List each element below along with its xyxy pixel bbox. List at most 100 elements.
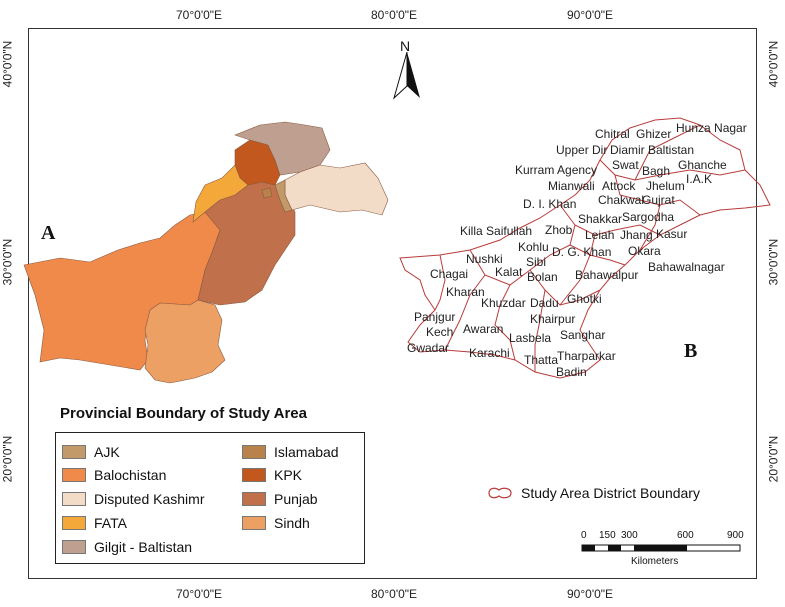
legend-swatch: [242, 516, 266, 530]
district-label: Jhang: [620, 228, 653, 242]
legend-item-kpk: KPK: [242, 467, 302, 483]
boundary-outline-icon: [488, 487, 512, 499]
region-ajk: [274, 179, 293, 213]
legend-title: Provincial Boundary of Study Area: [60, 405, 307, 422]
district-label: Thatta: [524, 353, 559, 367]
district-label: Attock: [602, 179, 636, 193]
bottom-tick-80e: 80°0'0"E: [371, 587, 418, 601]
legend-item-gilgit-baltistan: Gilgit - Baltistan: [62, 539, 192, 555]
district-label: Bolan: [527, 270, 558, 284]
district-label: Swat: [612, 158, 639, 172]
district-label: Jhelum: [646, 179, 685, 193]
district-label: Chitral: [595, 127, 630, 141]
district-label: D. G. Khan: [552, 245, 612, 259]
top-tick-90e: 90°0'0"E: [567, 8, 614, 22]
district-label: Tharparkar: [557, 349, 616, 363]
district-label: I.A.K: [686, 172, 713, 186]
top-tick-80e: 80°0'0"E: [371, 8, 418, 22]
legend-item-punjab: Punjab: [242, 491, 318, 507]
legend-swatch: [62, 445, 86, 459]
district-label: Okara: [628, 244, 661, 258]
map-frame: [28, 28, 757, 579]
district-label: Karachi: [469, 346, 510, 360]
legend-item-fata: FATA: [62, 515, 127, 531]
legend-item-disputed-kashmir: Disputed Kashimr: [62, 491, 205, 507]
district-label: Ghanche: [678, 158, 727, 172]
district-label: Shakkar: [578, 212, 623, 226]
district-label: Bahawalpur: [575, 268, 639, 282]
region-sindh: [144, 299, 226, 384]
legend-swatch: [62, 516, 86, 530]
district-label: Badin: [556, 365, 587, 379]
legend-label: Sindh: [274, 515, 310, 531]
legend-swatch: [62, 540, 86, 554]
legend-item-islamabad: Islamabad: [242, 444, 339, 460]
district-label: Ghizer: [636, 127, 672, 141]
scale-unit-label: Kilometers: [631, 556, 679, 567]
legend-label: FATA: [94, 515, 127, 531]
north-label: N: [400, 38, 411, 54]
legend-label: Balochistan: [94, 467, 167, 483]
scale-tick-label: 0: [581, 530, 587, 541]
district-label: Bahawalnagar: [648, 260, 725, 274]
district-label: Kasur: [656, 227, 688, 241]
district-label: Lasbela: [509, 331, 552, 345]
legend-item-balochistan: Balochistan: [62, 467, 166, 483]
district-label: Bagh: [642, 164, 671, 178]
legend-swatch: [62, 468, 86, 482]
district-label: Baltistan: [648, 143, 695, 157]
boundary-legend: Study Area District Boundary: [487, 485, 700, 501]
district-label: Awaran: [463, 322, 504, 336]
panel-label-a: A: [41, 222, 56, 244]
bottom-tick-90e: 90°0'0"E: [567, 587, 614, 601]
district-label: Mianwali: [548, 179, 595, 193]
district-label: Chagai: [430, 267, 469, 281]
region-islamabad: [261, 187, 273, 199]
district-label: Dadu: [530, 296, 559, 310]
legend-swatch: [242, 468, 266, 482]
scale-tick-label: 150: [599, 530, 616, 541]
district-label: Upper Dir: [556, 143, 608, 157]
legend-item-sindh: Sindh: [242, 515, 310, 531]
bottom-tick-70e: 70°0'0"E: [176, 587, 223, 601]
boundary-legend-label: Study Area District Boundary: [521, 485, 700, 501]
scale-bar-graphic: [581, 544, 741, 552]
district-label: Khuzdar: [481, 296, 526, 310]
scale-tick-label: 900: [727, 530, 744, 541]
district-label: Chakwal: [598, 193, 645, 207]
district-label: Kharan: [446, 285, 485, 299]
district-label: Khairpur: [530, 312, 576, 326]
region-fata: [192, 164, 249, 223]
district-label: Kalat: [495, 265, 523, 279]
district-label: Ghotki: [567, 292, 602, 306]
legend-label: Gilgit - Baltistan: [94, 539, 193, 555]
district-label: Kech: [426, 325, 454, 339]
legend-swatch: [242, 445, 266, 459]
district-label: Killa Saifullah: [460, 224, 533, 238]
district-label: Sargodha: [622, 210, 675, 224]
district-label: Sibi: [526, 255, 547, 269]
district-label: Panjgur: [414, 310, 456, 324]
panel-label-b: B: [684, 340, 698, 362]
district-label: Diamir: [610, 143, 645, 157]
legend-label: Punjab: [274, 491, 318, 507]
legend-box: AJK Balochistan Disputed Kashimr FATA Gi…: [55, 432, 365, 564]
north-arrow-icon: [393, 52, 420, 100]
scale-tick-label: 600: [677, 530, 694, 541]
district-label: Zhob: [545, 223, 573, 237]
top-tick-70e: 70°0'0"E: [176, 8, 223, 22]
district-label: Gujrat: [642, 193, 675, 207]
district-boundary-map: [399, 117, 771, 379]
district-label: Gwadar: [407, 341, 450, 355]
north-arrow: N: [392, 38, 422, 102]
district-label: Nushki: [466, 252, 503, 266]
legend-swatch: [62, 492, 86, 506]
scale-tick-label: 300: [621, 530, 638, 541]
district-label: Kurram Agency: [515, 163, 598, 177]
scale-bar: 0 150 300 600 900 Kilometers: [581, 530, 744, 570]
district-label: Kohlu: [518, 240, 549, 254]
legend-label: AJK: [94, 444, 120, 460]
legend-label: KPK: [274, 467, 303, 483]
district-label: Leiah: [585, 228, 615, 242]
district-label: Sanghar: [560, 328, 606, 342]
